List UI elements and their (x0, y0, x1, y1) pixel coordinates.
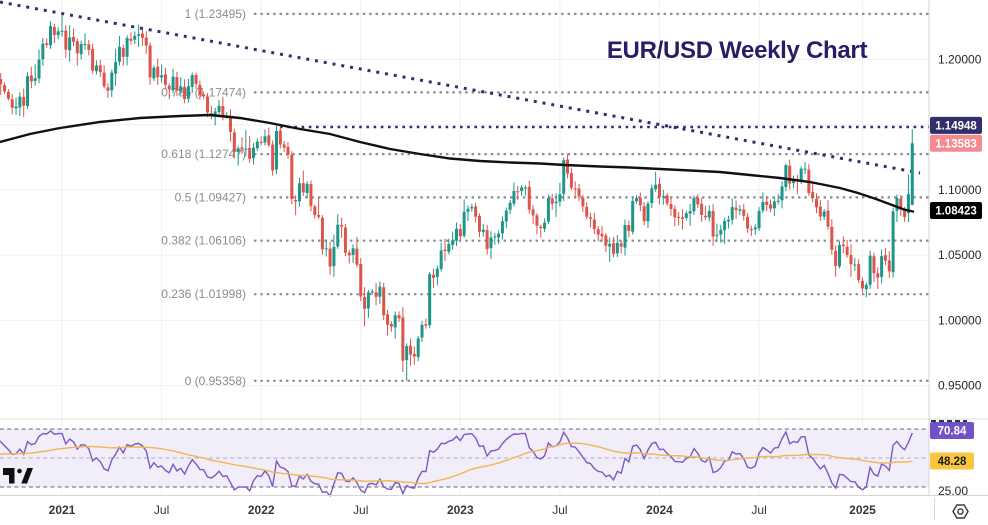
svg-text:EUR/USD Weekly Chart: EUR/USD Weekly Chart (607, 37, 868, 64)
svg-text:1.08423: 1.08423 (935, 206, 977, 218)
svg-text:0 (0.95358): 0 (0.95358) (185, 374, 246, 388)
svg-text:2024: 2024 (646, 503, 673, 517)
svg-text:0.5 (1.09427): 0.5 (1.09427) (175, 190, 246, 204)
svg-text:2022: 2022 (248, 503, 275, 517)
svg-text:1.13583: 1.13583 (935, 138, 977, 150)
svg-text:Jul: Jul (552, 503, 567, 517)
svg-text:1.00000: 1.00000 (938, 313, 982, 327)
svg-text:1.14948: 1.14948 (935, 121, 977, 133)
svg-text:1.20000: 1.20000 (938, 53, 982, 67)
svg-text:2023: 2023 (447, 503, 474, 517)
svg-text:0.236 (1.01998): 0.236 (1.01998) (161, 287, 246, 301)
svg-text:Jul: Jul (751, 503, 766, 517)
svg-text:Jul: Jul (353, 503, 368, 517)
svg-text:Jul: Jul (154, 503, 169, 517)
svg-text:70.84: 70.84 (938, 426, 967, 438)
svg-text:0.618 (1.12747): 0.618 (1.12747) (161, 147, 246, 161)
svg-text:48.28: 48.28 (938, 456, 967, 468)
svg-text:0.95000: 0.95000 (938, 379, 982, 393)
svg-text:0.382 (1.06106): 0.382 (1.06106) (161, 234, 246, 248)
svg-text:25.00: 25.00 (938, 484, 968, 498)
svg-text:2025: 2025 (849, 503, 876, 517)
svg-text:1.05000: 1.05000 (938, 248, 982, 262)
svg-text:1 (1.23495): 1 (1.23495) (185, 7, 246, 21)
svg-text:2021: 2021 (49, 503, 76, 517)
svg-text:1.10000: 1.10000 (938, 183, 982, 197)
